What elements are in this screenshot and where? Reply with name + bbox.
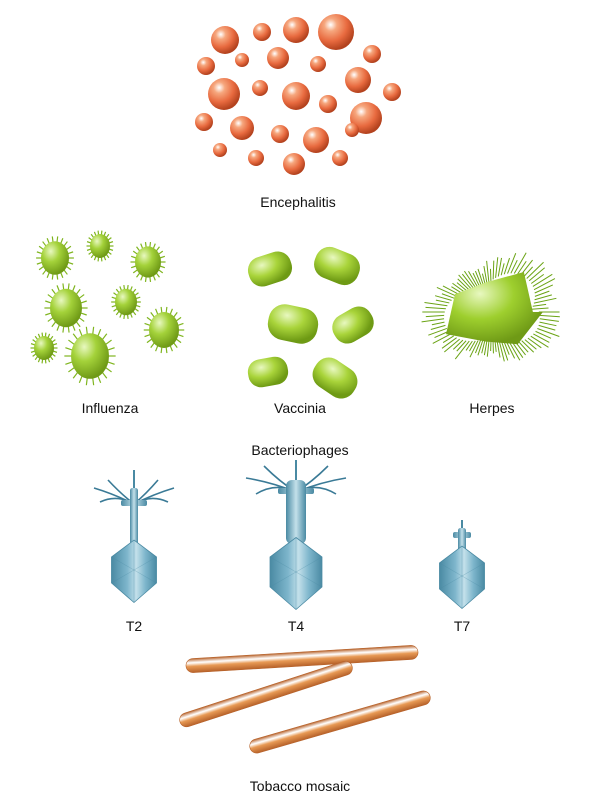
phage-T4 xyxy=(246,460,346,610)
tobacco-mosaic-label: Tobacco mosaic xyxy=(250,778,350,794)
encephalitis-label: Encephalitis xyxy=(260,194,336,210)
tobacco-mosaic-group xyxy=(178,645,432,755)
herpes-label: Herpes xyxy=(469,400,514,416)
vaccinia-group xyxy=(244,243,378,405)
phage-T7 xyxy=(439,520,484,609)
influenza-label: Influenza xyxy=(82,400,139,416)
t4-label: T4 xyxy=(288,618,304,634)
encephalitis-group xyxy=(195,14,401,175)
herpes-group xyxy=(422,253,560,362)
t7-label: T7 xyxy=(454,618,470,634)
influenza-group xyxy=(31,231,185,386)
vaccinia-label: Vaccinia xyxy=(274,400,326,416)
phage-T2 xyxy=(94,470,174,603)
t2-label: T2 xyxy=(126,618,142,634)
bacteriophages-group xyxy=(94,460,485,610)
bacteriophages-title: Bacteriophages xyxy=(251,442,348,458)
